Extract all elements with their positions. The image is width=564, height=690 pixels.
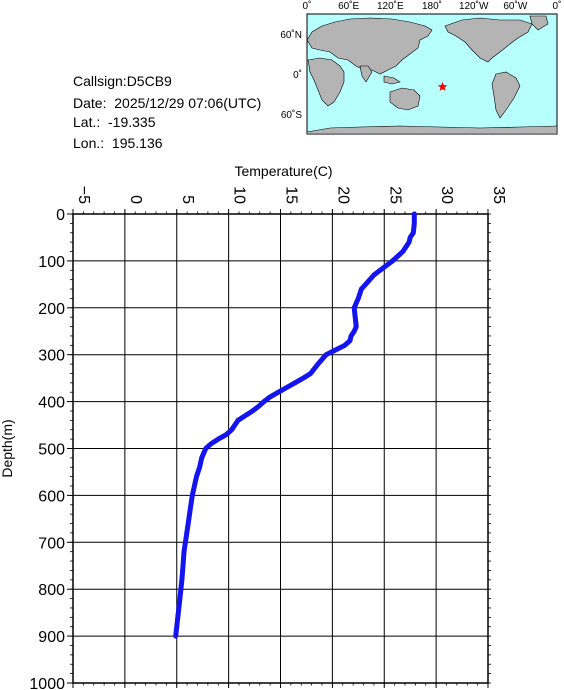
y-tick-label: 500 bbox=[38, 442, 65, 459]
location-map: 0˚ 60˚E 120˚E 180˚ 120˚W 60˚W 0˚ 60˚N 0˚ 60˚S bbox=[280, 0, 561, 135]
latitude-text: Lat.: -19.335 bbox=[73, 114, 156, 130]
x-tick-label: 35 bbox=[490, 186, 507, 204]
map-lat-label: 60˚N bbox=[280, 29, 302, 41]
indonesia-shape bbox=[383, 75, 401, 85]
eurasia-shape bbox=[306, 17, 433, 75]
south-america-shape bbox=[491, 71, 521, 119]
map-lon-label: 0˚ bbox=[303, 0, 312, 12]
x-tick-label: 15 bbox=[283, 186, 300, 204]
y-tick-label: 100 bbox=[38, 254, 65, 271]
map-lon-label: 60˚E bbox=[338, 0, 359, 12]
map-land bbox=[306, 15, 558, 135]
station-marker bbox=[437, 81, 448, 91]
longitude-text: Lon.: 195.136 bbox=[73, 135, 163, 151]
antarctica-shape bbox=[306, 125, 558, 135]
x-tick-label: 30 bbox=[438, 186, 455, 204]
greenland-shape bbox=[529, 15, 549, 31]
x-axis-ticks: −5 0 5 10 15 20 25 30 35 bbox=[72, 186, 507, 688]
map-lon-label: 180˚ bbox=[422, 0, 442, 12]
africa-shape bbox=[307, 57, 345, 107]
y-tick-label: 0 bbox=[56, 207, 65, 224]
x-tick-label: 5 bbox=[179, 195, 196, 204]
y-tick-label: 300 bbox=[38, 348, 65, 365]
y-tick-label: 400 bbox=[38, 395, 65, 412]
map-lat-label: 0˚ bbox=[293, 69, 302, 81]
station-star-icon bbox=[437, 81, 448, 91]
x-tick-label: −5 bbox=[75, 186, 92, 204]
map-lon-label: 120˚E bbox=[377, 0, 404, 12]
y-axis-label: Depth(m) bbox=[0, 419, 15, 477]
date-text: Date: 2025/12/29 07:06(UTC) bbox=[73, 95, 262, 111]
x-tick-label: 25 bbox=[386, 186, 403, 204]
temperature-series-line bbox=[173, 211, 417, 639]
y-tick-label: 1000 bbox=[29, 676, 65, 690]
callsign-text: Callsign:D5CB9 bbox=[73, 73, 172, 89]
australia-shape bbox=[389, 87, 421, 111]
x-tick-label: 20 bbox=[334, 186, 351, 204]
x-tick-label: 0 bbox=[127, 195, 144, 204]
y-tick-label: 900 bbox=[38, 629, 65, 646]
chart-grid bbox=[72, 213, 489, 684]
y-tick-label: 600 bbox=[38, 488, 65, 505]
y-tick-label: 700 bbox=[38, 535, 65, 552]
y-tick-label: 200 bbox=[38, 301, 65, 318]
map-lon-label: 0˚ bbox=[553, 0, 562, 12]
x-axis-label: Temperature(C) bbox=[234, 163, 332, 179]
map-labels: 0˚ 60˚E 120˚E 180˚ 120˚W 60˚W 0˚ 60˚N 0˚ 60˚S bbox=[280, 0, 561, 121]
map-lon-label: 60˚W bbox=[503, 0, 527, 12]
x-tick-label: 10 bbox=[231, 186, 248, 204]
north-america-shape bbox=[444, 17, 533, 63]
india-shape bbox=[359, 65, 373, 83]
map-lat-label: 60˚S bbox=[281, 109, 302, 121]
y-tick-label: 800 bbox=[38, 582, 65, 599]
y-axis-ticks: 0 100 200 300 400 500 600 700 800 900 1000 bbox=[29, 207, 491, 690]
map-lon-label: 120˚W bbox=[459, 0, 489, 12]
